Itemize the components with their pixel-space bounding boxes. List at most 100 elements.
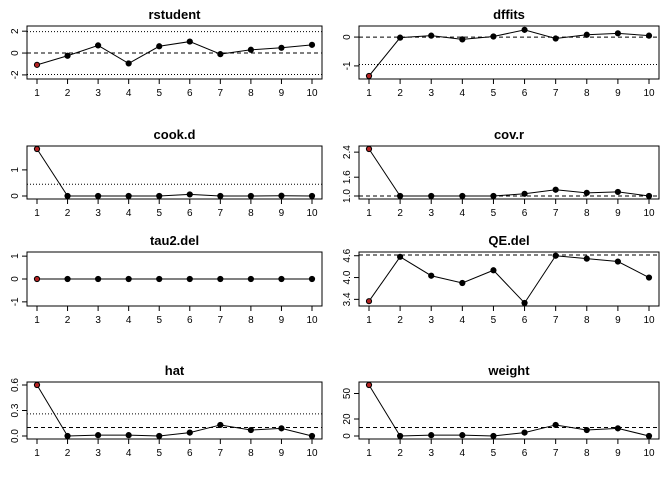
panel-frame xyxy=(26,145,323,200)
data-point xyxy=(217,421,224,429)
data-point xyxy=(217,192,224,200)
y-tick-label: 0 xyxy=(10,50,21,56)
data-point xyxy=(308,192,316,200)
x-tick-label: 8 xyxy=(248,315,254,326)
x-tick-label: 10 xyxy=(306,208,318,219)
data-point xyxy=(125,192,132,200)
x-tick-label: 7 xyxy=(553,88,559,99)
x-tick-label: 9 xyxy=(615,88,621,99)
x-tick-label: 6 xyxy=(522,448,528,459)
x-tick-label: 10 xyxy=(306,88,318,99)
x-tick-label: 8 xyxy=(584,315,590,326)
x-tick-label: 1 xyxy=(34,448,40,459)
data-point xyxy=(125,432,132,439)
x-tick-label: 8 xyxy=(584,448,590,459)
data-point xyxy=(64,432,71,440)
y-tick-label: 1.0 xyxy=(342,189,353,203)
panel-frame xyxy=(358,381,660,440)
x-tick-label: 2 xyxy=(397,208,403,219)
data-point xyxy=(64,52,71,59)
x-tick-label: 6 xyxy=(187,448,193,459)
panel-title: hat xyxy=(165,363,185,378)
data-point xyxy=(247,275,254,283)
x-tick-label: 9 xyxy=(279,448,285,459)
data-point xyxy=(552,186,559,193)
x-tick-label: 7 xyxy=(218,208,224,219)
x-tick-label: 10 xyxy=(306,315,318,326)
x-tick-label: 1 xyxy=(366,88,372,99)
panel-frame xyxy=(358,251,660,307)
x-tick-label: 3 xyxy=(95,315,101,326)
data-point xyxy=(186,38,193,45)
y-tick-label: 0.6 xyxy=(10,378,21,392)
panel-title: rstudent xyxy=(149,7,202,22)
x-tick-label: 3 xyxy=(428,315,434,326)
data-point xyxy=(428,32,435,39)
y-tick-label: 4.0 xyxy=(342,270,353,284)
data-point xyxy=(614,425,621,432)
panel-frame xyxy=(358,25,660,80)
x-tick-label: 3 xyxy=(95,208,101,219)
data-point xyxy=(490,33,497,40)
x-tick-label: 2 xyxy=(65,448,71,459)
x-tick-label: 10 xyxy=(643,208,655,219)
y-tick-label: -1 xyxy=(10,297,21,306)
x-tick-label: 9 xyxy=(615,448,621,459)
y-tick-label: 0 xyxy=(10,193,21,199)
flagged-data-point xyxy=(365,298,373,305)
panel-title: cook.d xyxy=(154,127,196,142)
panel-title: dffits xyxy=(493,7,525,22)
x-tick-label: 6 xyxy=(187,88,193,99)
x-tick-label: 8 xyxy=(248,88,254,99)
data-point xyxy=(490,267,497,274)
x-tick-label: 4 xyxy=(126,315,132,326)
x-tick-label: 5 xyxy=(156,208,162,219)
y-tick-label: 0 xyxy=(342,433,353,439)
x-tick-label: 2 xyxy=(397,448,403,459)
data-point xyxy=(583,189,590,196)
series-line xyxy=(368,148,650,197)
panel-frame xyxy=(26,381,323,440)
data-point xyxy=(95,192,102,200)
y-tick-label: 1 xyxy=(10,167,21,173)
data-point xyxy=(186,191,193,198)
panel-QE-del: QE.del 1 2 3 4 5 6 7 8 9 10 3.4 4.0 4.6 xyxy=(342,233,660,326)
x-tick-label: 9 xyxy=(615,208,621,219)
x-tick-label: 1 xyxy=(34,88,40,99)
panel-frame xyxy=(358,145,660,200)
x-tick-label: 6 xyxy=(187,208,193,219)
data-point xyxy=(278,192,285,199)
x-tick-label: 5 xyxy=(156,88,162,99)
x-tick-label: 7 xyxy=(553,448,559,459)
data-point xyxy=(186,429,193,436)
series-line xyxy=(368,255,650,304)
x-tick-label: 3 xyxy=(428,208,434,219)
data-point xyxy=(614,258,621,265)
x-tick-label: 3 xyxy=(95,448,101,459)
x-tick-label: 9 xyxy=(279,315,285,326)
x-tick-label: 5 xyxy=(491,208,497,219)
x-tick-label: 5 xyxy=(491,448,497,459)
data-point xyxy=(397,432,404,440)
y-tick-label: 1 xyxy=(10,253,21,259)
panel-frame xyxy=(26,25,323,80)
x-tick-label: 3 xyxy=(428,448,434,459)
flagged-data-point xyxy=(33,381,41,389)
x-tick-label: 6 xyxy=(522,208,528,219)
x-tick-label: 9 xyxy=(279,208,285,219)
panel-title: weight xyxy=(487,363,530,378)
panel-rstudent: rstudent 1 2 3 4 5 6 7 8 9 10 -2 0 2 xyxy=(10,7,323,99)
data-point xyxy=(521,190,528,197)
data-point xyxy=(95,275,102,283)
x-tick-label: 1 xyxy=(366,315,372,326)
data-point xyxy=(278,275,285,283)
flagged-data-point xyxy=(365,381,373,389)
y-tick-label: 2 xyxy=(10,28,21,34)
x-tick-label: 4 xyxy=(460,88,466,99)
data-point xyxy=(583,31,590,38)
panel-title: cov.r xyxy=(494,127,524,142)
data-point xyxy=(64,192,71,200)
x-tick-label: 7 xyxy=(218,88,224,99)
data-point xyxy=(156,192,163,200)
x-tick-label: 8 xyxy=(584,88,590,99)
